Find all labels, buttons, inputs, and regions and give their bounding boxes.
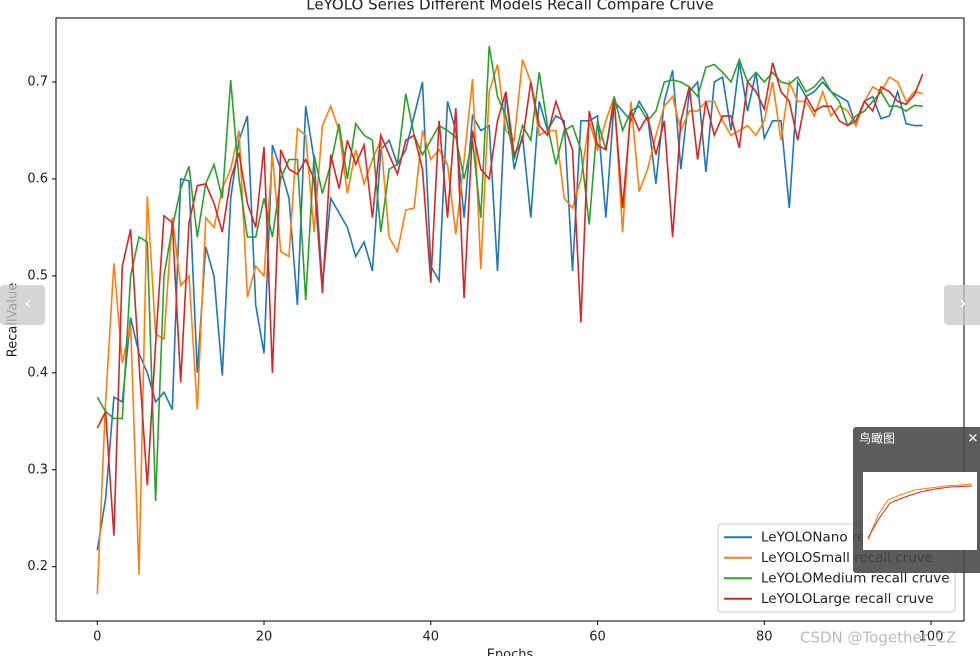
series-line <box>96 62 923 551</box>
x-tick-label: 60 <box>589 630 606 645</box>
y-tick-label: 0.4 <box>27 365 48 380</box>
x-tick-label: 80 <box>756 630 773 645</box>
x-axis-label: Epochs <box>487 648 534 656</box>
plot: 0.20.30.40.50.60.70 20 40 60 80 100LeYOLONano… <box>27 17 965 645</box>
overview-title: 鸟瞰图 <box>859 431 895 446</box>
next-button[interactable] <box>944 285 980 325</box>
prev-button[interactable] <box>0 285 45 325</box>
watermark: CSDN @Together_CZ <box>800 629 956 648</box>
next-button-label[interactable]: › <box>959 293 966 314</box>
series-line <box>96 45 923 501</box>
y-tick-label: 0.2 <box>27 559 48 574</box>
series-line <box>96 62 924 536</box>
y-tick-label: 0.6 <box>27 171 48 186</box>
x-tick-label: 40 <box>423 630 440 645</box>
legend-label: LeYOLOMedium recall cruve <box>761 570 950 586</box>
close-button[interactable]: ✕ <box>968 432 979 447</box>
thumbnail-sketch <box>867 485 973 539</box>
overlay: ‹ › 鸟瞰图 ✕ CSDN @Together_CZ <box>0 285 980 648</box>
x-tick-label: 0 <box>93 630 101 645</box>
x-tick-label: 20 <box>256 630 273 645</box>
x-tick-label: 100 <box>919 630 944 645</box>
y-tick-label: 0.7 <box>27 74 48 89</box>
y-tick-label: 0.5 <box>27 268 48 283</box>
legend-label: LeYOLOLarge recall cruve <box>761 591 934 607</box>
chart-title: LeYOLO Series Different Models Recall Co… <box>306 0 713 14</box>
prev-button-label[interactable]: ‹ <box>24 293 31 314</box>
y-tick-label: 0.3 <box>27 462 48 477</box>
thumbnail-sketch <box>867 483 973 541</box>
